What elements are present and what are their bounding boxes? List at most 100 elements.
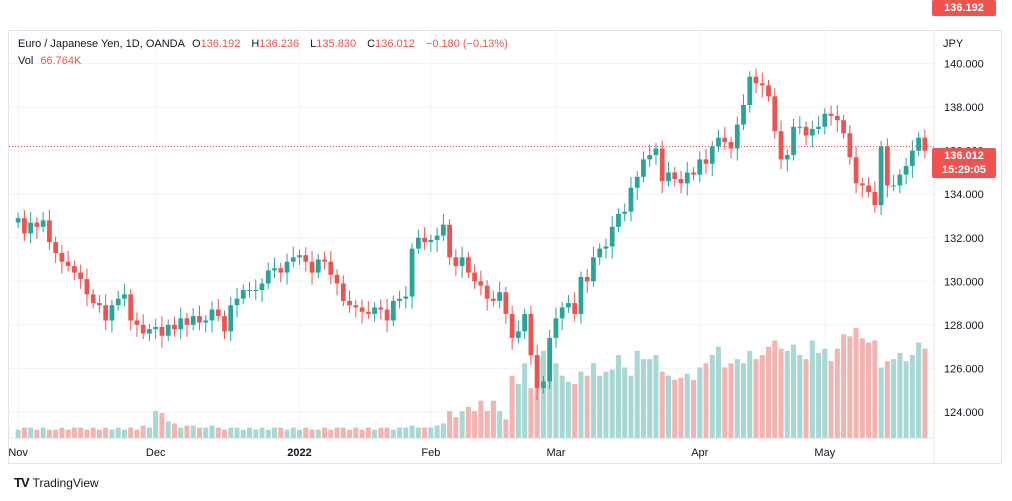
open-price-tag-text: 136.192: [944, 2, 984, 14]
symbol-title: Euro / Japanese Yen, 1D, OANDA: [18, 38, 185, 50]
volume-bar: [221, 429, 227, 438]
candle-body: [322, 259, 327, 262]
y-tick-label: 126.000: [944, 363, 984, 375]
candle-body: [428, 239, 434, 243]
candle-body: [128, 294, 134, 321]
countdown-timer: 15:29:05: [941, 164, 987, 176]
volume-bar: [853, 328, 859, 438]
volume-bar: [884, 361, 890, 438]
volume-bar: [290, 427, 296, 438]
candle-body: [666, 172, 671, 182]
candle-body: [134, 320, 140, 325]
volume-bar: [215, 427, 221, 438]
candle-body: [753, 76, 759, 84]
candle-body: [215, 309, 221, 317]
volume-bar: [909, 354, 915, 438]
candle-body: [47, 220, 52, 243]
volume-bar: [503, 419, 509, 438]
candle-body: [28, 222, 34, 234]
volume-bar: [53, 429, 59, 438]
candle-body: [409, 248, 415, 297]
volume-bar: [784, 350, 790, 438]
volume-bar: [422, 427, 428, 438]
candle-body: [172, 324, 177, 330]
volume-bar: [434, 425, 440, 438]
candle-body: [190, 316, 196, 325]
candle-body: [459, 257, 465, 267]
candle-body: [759, 83, 765, 86]
volume-bar: [540, 350, 546, 438]
volume-bar: [622, 367, 628, 438]
volume-bar: [109, 429, 115, 438]
close-price-tag: 136.012 15:29:05: [932, 148, 996, 178]
candle-body: [922, 137, 928, 151]
x-tick-label: May: [814, 447, 835, 459]
candle-body: [828, 113, 834, 116]
candle-body: [434, 235, 440, 240]
high-value: 136.236: [259, 38, 300, 50]
open-value: 136.192: [200, 38, 241, 50]
volume-bar: [741, 363, 747, 438]
candle-body: [334, 274, 340, 284]
candle-body: [278, 268, 284, 273]
volume-bar: [634, 350, 640, 438]
candle-body: [222, 316, 227, 332]
volume-bar: [797, 354, 803, 438]
candle-body: [197, 316, 202, 323]
volume-bar: [240, 429, 246, 438]
candle-body: [722, 137, 728, 142]
volume-bar: [565, 381, 571, 438]
volume-bar: [247, 427, 253, 438]
volume-bar: [759, 354, 765, 438]
candle-body: [834, 115, 840, 121]
tradingview-brand[interactable]: TV TradingView: [14, 475, 99, 490]
volume-bar: [615, 354, 621, 438]
candle-body: [453, 257, 459, 267]
volume-bar: [609, 369, 615, 438]
volume-legend: Vol 66.764K: [18, 55, 85, 67]
volume-bar: [597, 375, 603, 438]
volume-bar: [697, 367, 703, 438]
y-tick-label: 140.000: [944, 59, 984, 71]
volume-bar: [522, 363, 528, 438]
candle-body: [290, 257, 296, 262]
volume-bar: [772, 340, 778, 438]
candle-body: [641, 159, 646, 177]
candle-body: [228, 305, 234, 332]
currency-label[interactable]: JPY: [943, 38, 964, 50]
y-tick-label: 138.000: [944, 102, 984, 114]
candle-body: [84, 279, 90, 295]
volume-bar: [334, 427, 340, 438]
candle-body: [284, 261, 290, 273]
candle-body: [547, 337, 553, 382]
candle-body: [603, 246, 609, 249]
volume-bar: [78, 427, 84, 438]
candle-body: [497, 292, 503, 301]
volume-bar: [59, 427, 65, 438]
y-tick-label: 130.000: [944, 276, 984, 288]
volume-bar: [196, 427, 202, 438]
candle-body: [541, 381, 546, 388]
candle-body: [878, 146, 884, 206]
candle-body: [53, 242, 59, 253]
candle-body: [491, 298, 496, 301]
candle-body: [72, 266, 77, 273]
volume-bar: [297, 429, 303, 438]
candle-body: [566, 303, 571, 308]
volume-bar: [303, 427, 309, 438]
volume-bar: [859, 338, 865, 438]
candle-body: [522, 313, 528, 332]
candle-body: [372, 307, 377, 314]
volume-bar: [71, 427, 77, 438]
candle-body: [353, 305, 359, 308]
candle-body: [97, 303, 102, 306]
volume-bar: [46, 429, 52, 438]
volume-bar: [359, 429, 365, 438]
chart-frame[interactable]: [8, 30, 1002, 464]
candle-body: [809, 128, 815, 136]
candle-body: [465, 257, 471, 273]
volume-bar: [309, 429, 315, 438]
volume-bar: [559, 375, 565, 438]
change-value: −0.180 (−0.13%): [425, 38, 508, 50]
